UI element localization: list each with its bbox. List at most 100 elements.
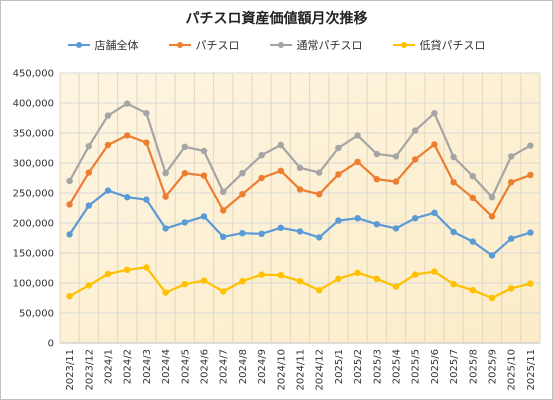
data-point-3 — [104, 270, 112, 278]
legend-item-store-total: 店舗全体 — [67, 37, 139, 53]
data-point-1 — [277, 167, 284, 174]
data-point-2 — [488, 194, 496, 201]
x-tick-label: 2024/11 — [296, 349, 307, 391]
data-point-1 — [104, 141, 112, 149]
x-tick-label: 2025/2 — [353, 349, 364, 384]
data-point-2 — [239, 170, 246, 177]
x-tick-label: 2025/6 — [430, 349, 441, 384]
x-tick-label: 2025/3 — [372, 349, 383, 384]
y-tick-label: 200,000 — [13, 219, 54, 230]
data-point-3 — [508, 285, 515, 292]
data-point-3 — [392, 283, 400, 290]
data-point-2 — [162, 170, 169, 177]
data-point-2 — [508, 153, 515, 160]
y-tick-label: 50,000 — [19, 309, 54, 320]
data-point-3 — [181, 281, 188, 288]
data-point-0 — [431, 209, 438, 216]
data-point-3 — [450, 281, 457, 288]
data-point-2 — [469, 173, 476, 180]
data-point-2 — [354, 132, 361, 139]
data-point-3 — [527, 280, 534, 287]
data-point-0 — [469, 238, 476, 245]
legend-swatch-pachislot — [168, 40, 191, 50]
data-point-1 — [469, 194, 476, 201]
x-tick-label: 2024/1 — [104, 349, 115, 384]
data-point-3 — [85, 282, 93, 289]
x-tick-label: 2025/10 — [507, 349, 518, 391]
legend-item-low-rate-pachislot: 低貸パチスロ — [392, 37, 486, 53]
data-point-1 — [335, 171, 342, 178]
x-tick-label: 2023/11 — [65, 349, 76, 391]
data-point-1 — [66, 201, 73, 208]
y-tick-label: 350,000 — [13, 129, 54, 140]
plot-area — [60, 73, 540, 343]
data-point-3 — [469, 287, 476, 294]
data-point-1 — [258, 174, 265, 182]
data-point-3 — [258, 271, 265, 278]
data-point-1 — [412, 156, 419, 163]
data-point-0 — [316, 234, 323, 241]
data-point-3 — [239, 278, 246, 285]
data-point-1 — [431, 141, 438, 148]
data-point-2 — [316, 169, 323, 176]
x-tick-label: 2023/12 — [84, 349, 95, 391]
data-point-3 — [431, 268, 438, 275]
data-point-0 — [354, 215, 361, 222]
data-point-3 — [354, 269, 361, 276]
data-point-2 — [85, 143, 93, 150]
y-tick-label: 100,000 — [13, 279, 54, 290]
data-point-0 — [239, 230, 246, 237]
legend-label-pachislot: パチスロ — [195, 39, 240, 52]
data-point-3 — [373, 275, 380, 282]
data-point-1 — [450, 179, 457, 186]
data-point-1 — [296, 186, 304, 193]
data-point-1 — [220, 207, 227, 214]
data-point-2 — [220, 188, 227, 195]
x-tick-label: 2024/5 — [180, 349, 191, 384]
chart-title: パチスロ資産価値額月次推移 — [185, 11, 368, 27]
x-tick-label: 2024/8 — [238, 349, 249, 384]
data-point-1 — [85, 169, 93, 176]
data-point-2 — [335, 144, 342, 152]
y-tick-label: 400,000 — [13, 99, 54, 110]
x-tick-label: 2025/9 — [488, 349, 499, 384]
data-point-3 — [143, 264, 150, 271]
data-point-0 — [277, 224, 284, 231]
x-tick-label: 2024/6 — [200, 349, 211, 384]
data-point-3 — [335, 275, 342, 282]
data-point-2 — [200, 147, 208, 155]
x-axis-ticks: 2023/11 2023/12 2024/1 2024/2 2024/3 2024/4 20… — [65, 349, 537, 391]
data-point-2 — [258, 152, 265, 159]
legend-item-pachislot: パチスロ — [168, 37, 240, 53]
data-point-1 — [373, 176, 380, 183]
data-point-1 — [143, 139, 150, 146]
data-point-1 — [239, 191, 246, 198]
legend-swatch-regular-pachislot — [269, 40, 292, 50]
data-point-2 — [412, 127, 419, 134]
data-point-3 — [66, 293, 73, 300]
x-tick-label: 2024/12 — [315, 349, 326, 391]
data-point-2 — [277, 141, 284, 149]
x-tick-label: 2025/4 — [392, 349, 403, 384]
data-point-2 — [143, 110, 150, 117]
data-point-3 — [488, 294, 496, 302]
data-point-0 — [104, 187, 112, 194]
series-points — [66, 100, 534, 302]
x-tick-label: 2025/11 — [526, 349, 537, 391]
data-point-2 — [431, 110, 438, 117]
data-point-2 — [181, 143, 188, 150]
data-point-0 — [296, 228, 304, 235]
x-tick-label: 2024/2 — [123, 349, 134, 384]
x-tick-label: 2025/8 — [468, 349, 479, 384]
data-point-0 — [335, 217, 342, 224]
y-axis-ticks: 0 50,000 100,000 150,000 200,000 250,000 300,0… — [13, 69, 54, 350]
x-tick-label: 2024/7 — [219, 349, 230, 384]
x-tick-label: 2024/4 — [161, 349, 172, 384]
data-point-2 — [66, 177, 73, 185]
data-point-2 — [527, 142, 534, 149]
legend-label-low-rate-pachislot: 低貸パチスロ — [419, 39, 486, 52]
x-tick-label: 2024/10 — [276, 349, 287, 391]
x-tick-label: 2024/3 — [142, 349, 153, 384]
data-point-0 — [508, 235, 515, 242]
data-point-0 — [124, 194, 131, 201]
